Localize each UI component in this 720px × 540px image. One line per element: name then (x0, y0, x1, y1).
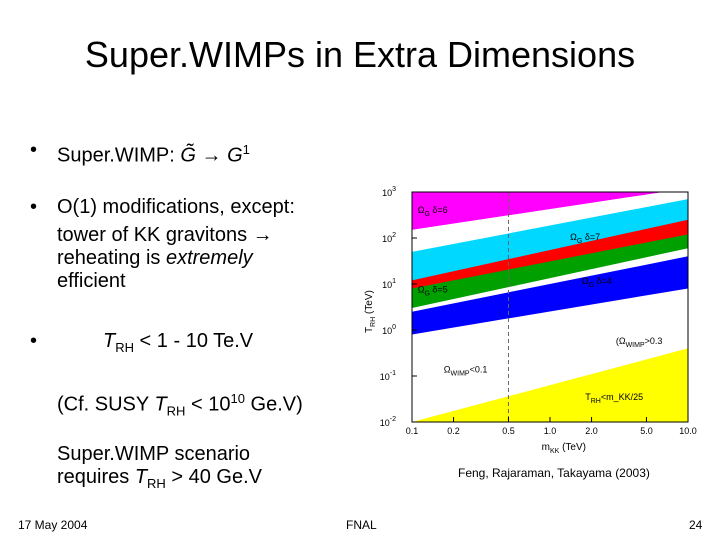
bullet-superwimp: Super.WIMP: G̃ → G1 (57, 139, 250, 167)
annotation-4: (ΩWIMP>0.3 (616, 336, 663, 349)
bullet-marker: • (30, 330, 38, 352)
kk-tower-text: tower of KK gravitons (57, 224, 253, 246)
requires-value: > 40 Ge.V (165, 466, 262, 488)
requirement-line1: Super.WIMP scenario (57, 443, 251, 465)
cf-trh-subscript: RH (166, 403, 186, 419)
annotation-0: ΩG δ=6 (418, 205, 448, 218)
x-axis-label: mKK (TeV) (542, 442, 586, 455)
annotation-1: ΩG δ=7 (570, 232, 600, 245)
trh-range-text: < 1 - 10 Te.V (134, 330, 254, 352)
footer-page-number: 24 (689, 518, 703, 532)
y-tick-label: 101 (382, 278, 396, 290)
citation: Feng, Rajaraman, Takayama (2003) (458, 466, 650, 480)
y-tick-label: 103 (382, 186, 396, 198)
x-tick-label: 0.2 (447, 426, 460, 436)
arrow-icon: → (252, 224, 273, 246)
annotation-5: ΩWIMP<0.1 (444, 364, 488, 377)
extremely-emphasis: extremely (165, 247, 253, 269)
bullet-modifications-line1: O(1) modifications, except: (57, 196, 295, 218)
band-4 (412, 234, 688, 309)
y-tick-label: 100 (382, 324, 396, 336)
y-tick-label: 10-2 (380, 416, 396, 428)
bullet-marker: • (30, 196, 38, 218)
cf-post: Ge.V) (244, 393, 303, 416)
reheating-text: reheating is (57, 247, 166, 269)
y-tick-label: 10-1 (380, 370, 396, 382)
slide-title: Super.WIMPs in Extra Dimensions (84, 34, 636, 75)
x-tick-label: 5.0 (640, 426, 653, 436)
cf-exponent: 10 (230, 391, 245, 406)
req-trh-symbol: T (134, 466, 148, 488)
requires-text: requires (57, 466, 135, 488)
cf-trh-symbol: T (154, 393, 167, 416)
annotation-6: TRH<m_KK/25 (585, 392, 643, 405)
annotation-2: ΩG δ=5 (418, 285, 448, 298)
g-symbol: G (227, 144, 243, 167)
bullet-superwimp-prefix: Super.WIMP: (57, 144, 181, 167)
arrow-icon: → (201, 144, 222, 167)
requirement-line2: requires TRH > 40 Ge.V (57, 466, 262, 495)
bullet-modifications-line2: tower of KK gravitons → (57, 224, 273, 246)
g-superscript: 1 (242, 142, 250, 157)
y-tick-label: 102 (382, 232, 396, 244)
footer-date: 17 May 2004 (18, 518, 88, 532)
excluded-region (412, 348, 688, 422)
cf-mid: < 10 (185, 393, 231, 416)
cf-prefix: (Cf. SUSY (57, 393, 155, 416)
x-tick-label: 2.0 (585, 426, 598, 436)
x-tick-label: 1.0 (544, 426, 557, 436)
y-axis-label: TRH (TeV) (364, 290, 377, 333)
bullet-modifications-line4: efficient (57, 270, 126, 292)
bullet-marker: • (30, 139, 38, 161)
bullet-trh-range: TRH < 1 - 10 Te.V (103, 330, 253, 359)
band-1 (412, 192, 688, 252)
x-tick-label: 0.1 (406, 426, 419, 436)
trh-vs-mkk-chart: ΩG δ=6 ΩG δ=7 ΩG δ=5 ΩG δ=4 (ΩWIMP>0.3 ΩWIMP<… (364, 186, 697, 455)
x-tick-label: 0.5 (502, 426, 515, 436)
cf-susy-line: (Cf. SUSY TRH < 1010 Ge.V) (57, 388, 303, 423)
trh-subscript: RH (115, 340, 134, 355)
bullet-modifications-line3: reheating is extremely (57, 247, 253, 269)
band-3 (412, 219, 688, 292)
x-tick-label: 10.0 (679, 426, 697, 436)
band-5 (412, 256, 688, 335)
annotation-3: ΩG δ=4 (582, 276, 612, 289)
req-trh-subscript: RH (147, 476, 166, 491)
trh-symbol: T (103, 330, 116, 352)
band-2 (412, 199, 688, 284)
g-tilde-symbol: G̃ (180, 144, 196, 167)
footer-venue: FNAL (346, 518, 377, 532)
